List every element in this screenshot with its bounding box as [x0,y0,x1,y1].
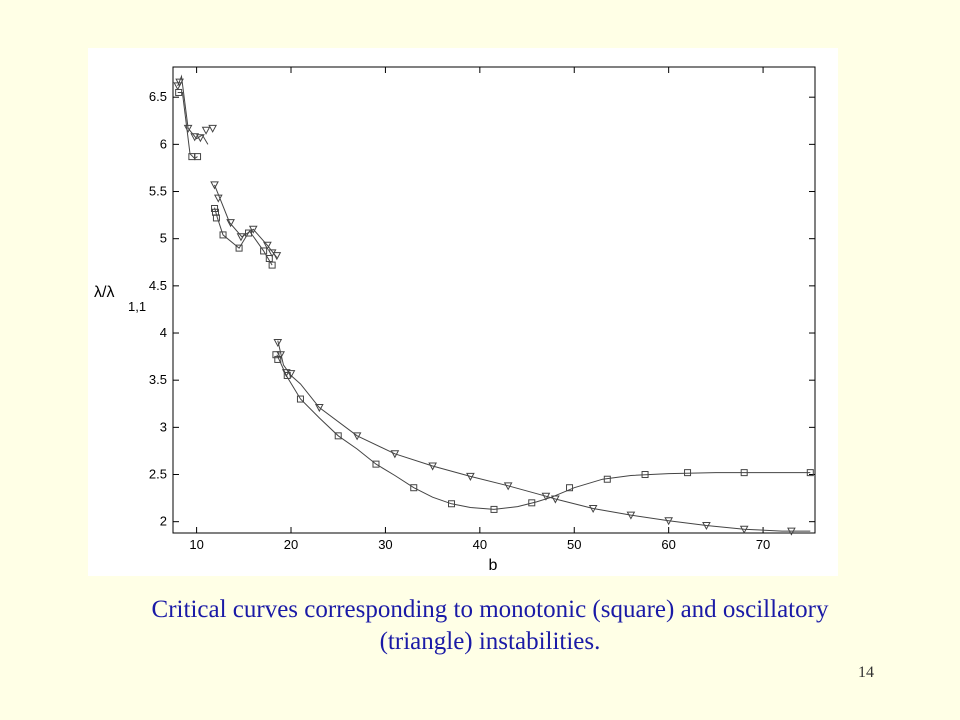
triangle-marker [428,462,437,471]
triangle-marker [196,134,205,143]
figure-caption: Critical curves corresponding to monoton… [40,594,940,658]
y-axis-title: λ/λ [94,284,114,301]
triangle-marker [664,517,673,526]
y-tick-label: 4 [160,325,167,340]
x-tick-label: 60 [661,537,675,552]
triangle-marker [213,194,223,203]
triangle-marker [315,404,324,413]
y-tick-label: 2 [160,514,167,529]
square-marker [740,469,748,477]
plot-panel: 10 20 30 40 50 60 70 2 2.5 3 3.5 4 4.5 5 5.5 6 6.5 b λ/λ 1,… [88,48,838,576]
square-marker [490,505,498,513]
y-tick-label: 2.5 [149,467,167,482]
triangle-marker [190,133,200,142]
square-marker [806,469,814,477]
y-tick-label: 6.5 [149,89,167,104]
square-marker [334,432,342,440]
triangle-marker [286,370,296,379]
triangle-marker [272,252,282,261]
square-marker [410,484,418,492]
triangle-marker [787,527,796,536]
triangle-marker [201,126,211,135]
triangle-marker [390,450,400,459]
triangle-marker [551,495,560,504]
y-tick-label: 5 [160,231,167,246]
square-marker [566,484,574,492]
square-marker [603,475,611,483]
triangle-marker [626,511,636,520]
caption-line-2: (triangle) instabilities. [379,628,601,655]
triangle-marker [352,432,362,441]
y-tick-label: 3 [160,419,167,434]
triangle-marker [276,351,285,360]
square-marker [448,500,456,508]
triangle-marker [273,338,283,348]
square-marker [274,355,282,363]
y-tick-label: 6 [160,136,167,151]
x-tick-label: 20 [284,537,298,552]
triangle-marker [183,124,193,133]
square-marker [194,153,202,161]
triangle-marker [503,482,513,491]
square-marker [245,229,253,237]
square-marker [212,214,220,222]
square-curve [276,354,811,510]
x-tick-label: 50 [567,537,581,552]
triangle-marker [739,525,749,534]
square-curve [214,207,273,266]
y-tick-label: 3.5 [149,372,167,387]
x-tick-label: 30 [378,537,392,552]
square-marker [260,247,268,255]
square-marker [372,460,380,468]
triangle-marker [175,78,184,87]
triangle-curve [277,340,811,532]
square-marker [268,261,276,269]
x-tick-label: 40 [473,537,487,552]
square-marker [265,254,273,262]
square-marker [684,469,692,477]
triangle-marker [702,521,711,531]
triangle-marker [226,219,235,228]
triangle-marker [281,369,291,378]
square-marker [235,244,243,252]
square-marker [528,499,536,507]
page-number: 14 [858,664,874,681]
triangle-curve [214,184,278,258]
square-marker [641,471,649,479]
triangle-marker [236,233,246,242]
triangle-marker [208,124,217,133]
x-tick-label: 70 [756,537,770,552]
y-axis-title-subscript: 1,1 [128,299,146,314]
y-tick-label: 5.5 [149,184,167,199]
triangle-marker [466,472,475,481]
triangle-marker [263,241,272,250]
plot-frame [172,66,816,534]
chart-svg: 10 20 30 40 50 60 70 2 2.5 3 3.5 4 4.5 5 5.5 6 6.5 b λ/λ 1,… [94,66,816,574]
x-axis-title: b [489,557,498,574]
square-marker [188,153,196,161]
square-marker [296,395,304,403]
x-tick-label: 10 [189,537,203,552]
triangle-marker [210,181,219,190]
triangle-marker [248,225,258,234]
triangle-marker [541,492,551,501]
triangle-marker [588,504,598,514]
caption-line-1: Critical curves corresponding to monoton… [151,596,829,623]
square-marker [175,88,183,96]
y-tick-label: 4.5 [149,278,167,293]
square-marker [211,204,219,212]
square-marker [219,231,227,239]
